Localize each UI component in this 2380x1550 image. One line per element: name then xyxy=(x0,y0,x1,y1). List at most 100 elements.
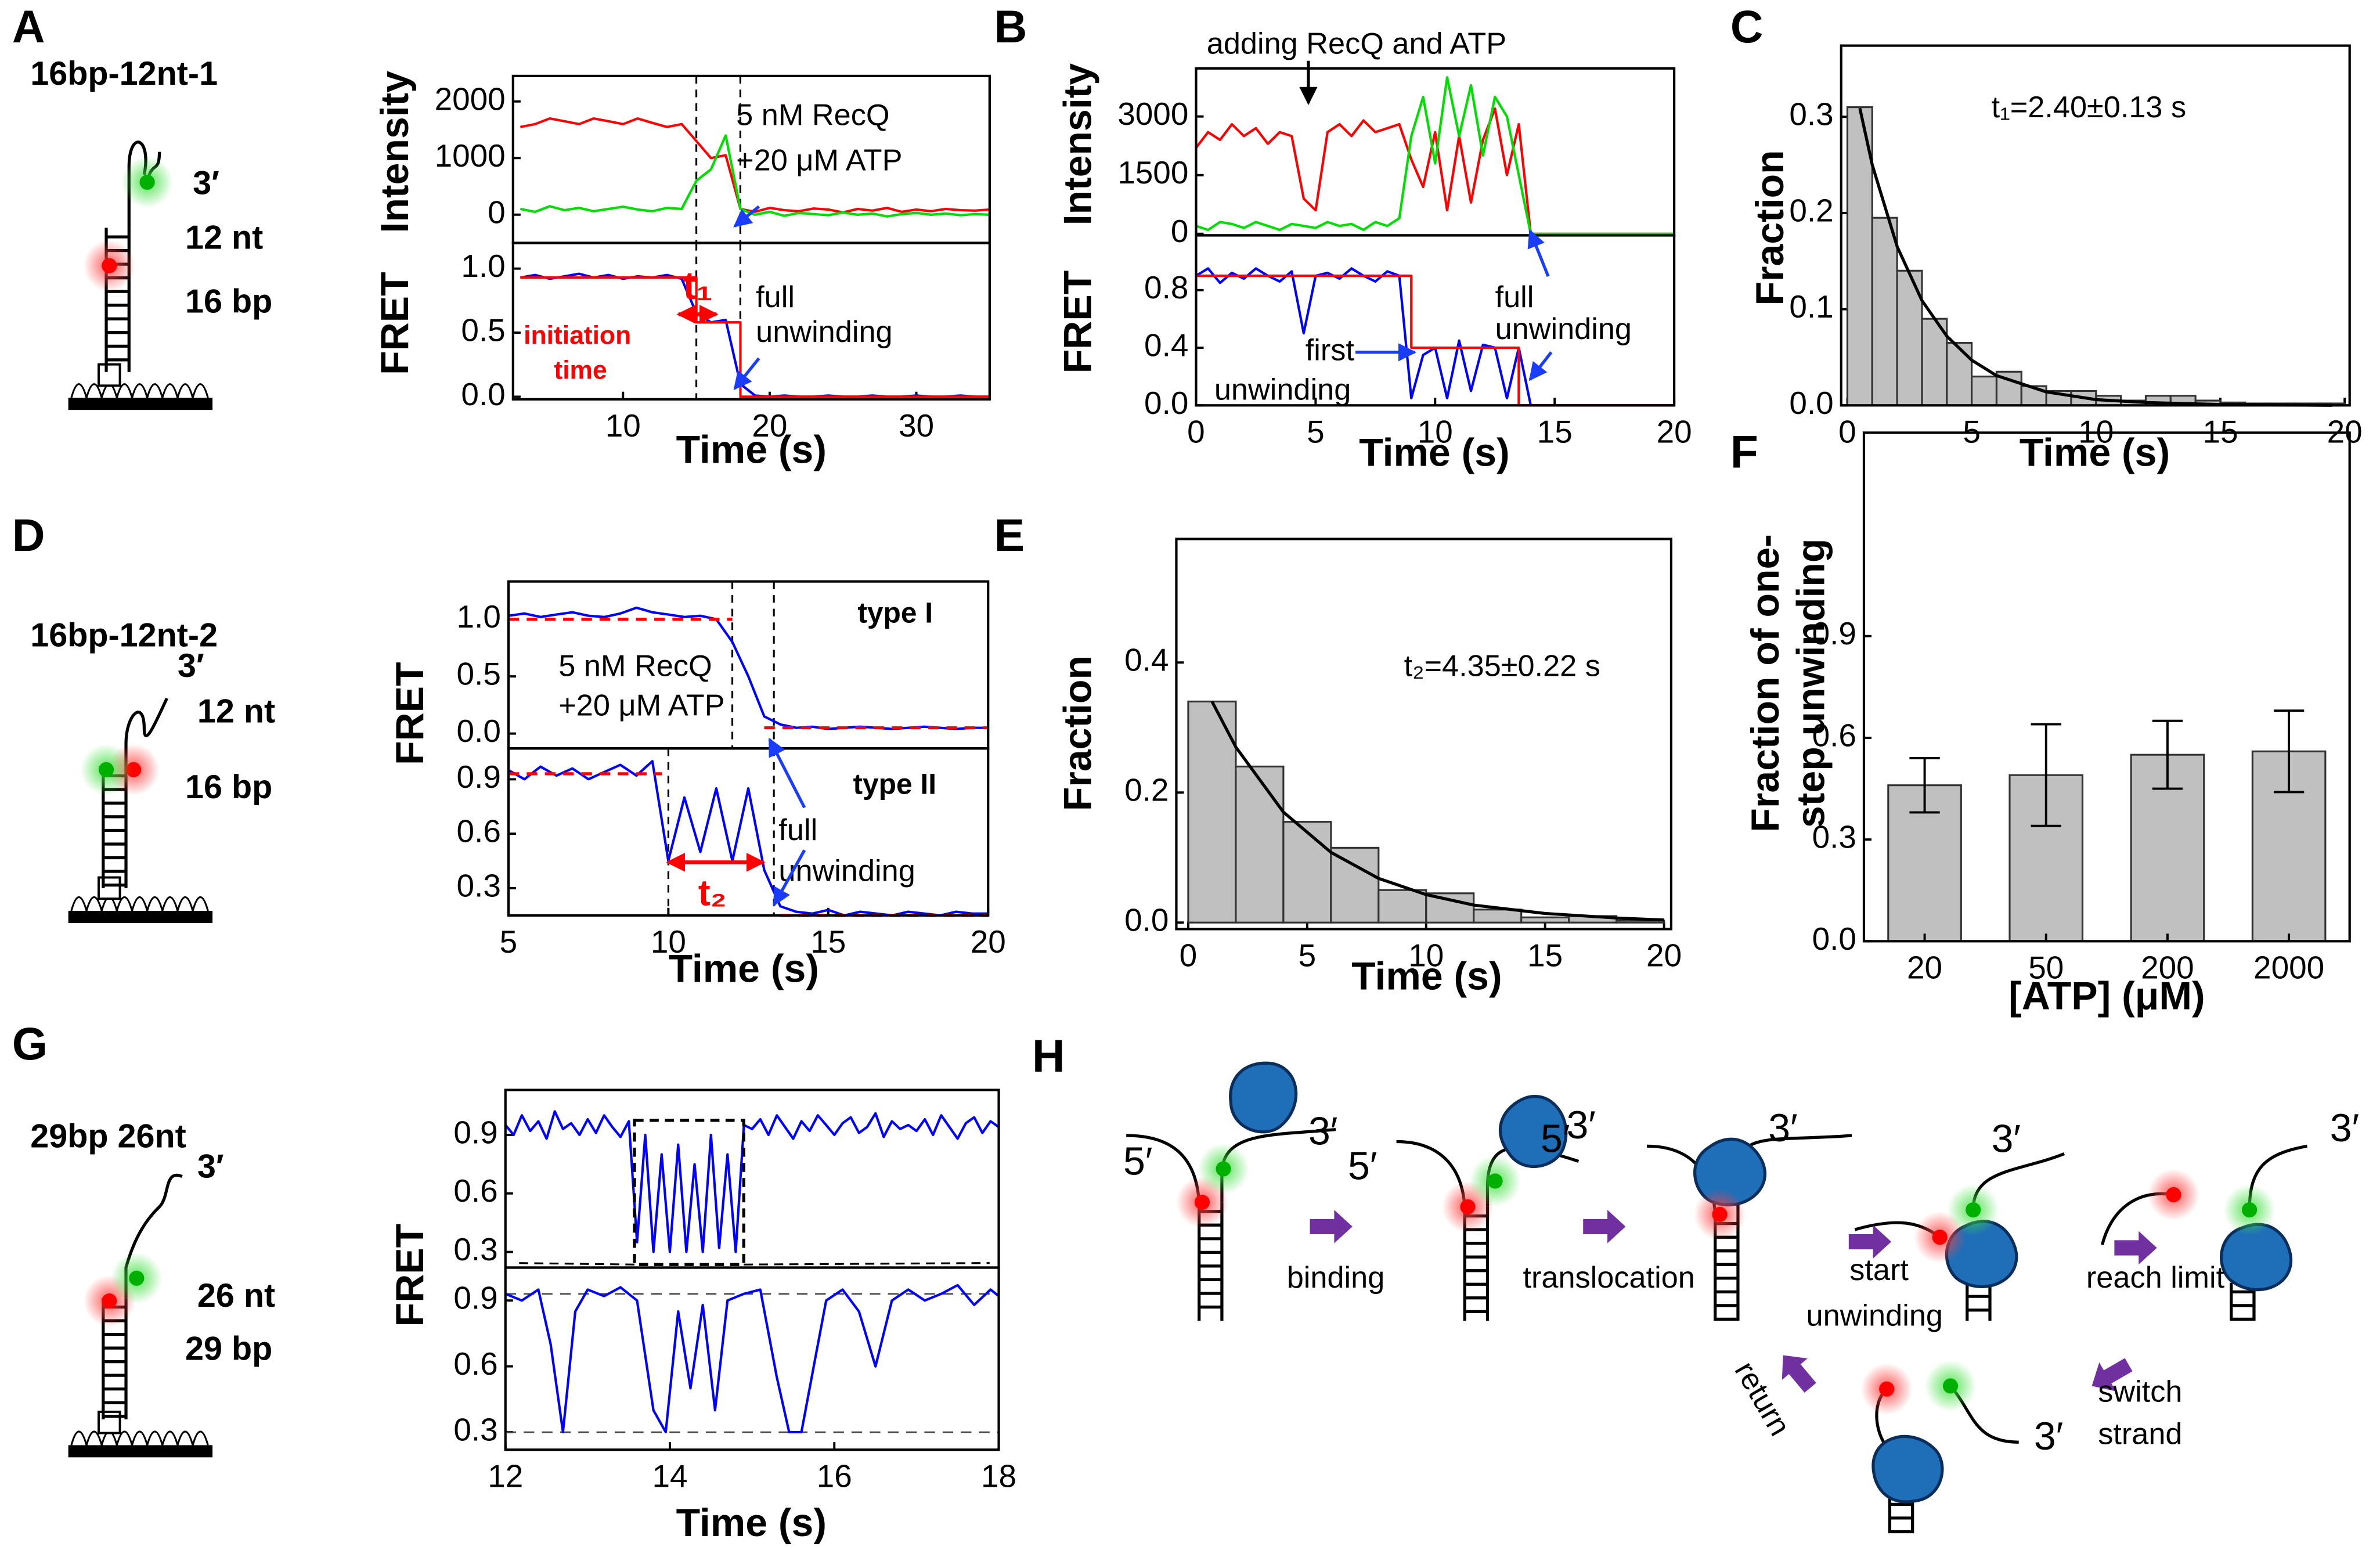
recq-helicase xyxy=(2220,1223,2293,1292)
overhang xyxy=(124,697,168,767)
x-tick-label: 5 xyxy=(1307,413,1325,449)
y-tick-label: 0.0 xyxy=(1789,385,1833,421)
fluor-dot xyxy=(1712,1206,1728,1223)
duplex xyxy=(2230,1282,2256,1321)
x-tick-label: 15 xyxy=(1527,938,1563,974)
plot-frame xyxy=(507,747,990,917)
zoom-box xyxy=(633,1119,745,1266)
y-tick-label: 3000 xyxy=(1117,96,1188,132)
histogram-bar xyxy=(1235,765,1285,924)
step-label: strand xyxy=(2098,1418,2182,1451)
surface xyxy=(68,398,213,410)
y-axis-label: Intensity xyxy=(1056,63,1100,226)
x-tick-label: 200 xyxy=(2141,950,2194,986)
annotation: unwinding xyxy=(1495,312,1632,346)
annotation: 5 nM RecQ xyxy=(558,649,712,683)
plot-frame xyxy=(1862,431,2351,943)
trace xyxy=(504,1110,1000,1253)
fluor-dot xyxy=(1487,1173,1503,1189)
pointer-arrow xyxy=(768,737,806,809)
x-tick-label: 20 xyxy=(752,408,787,444)
histogram-bar xyxy=(1377,889,1427,924)
y-tick-label: 0.6 xyxy=(453,1346,497,1382)
peg-brush xyxy=(70,896,209,914)
x-tick-label: 30 xyxy=(899,408,934,444)
annotation: type I xyxy=(857,596,933,629)
fluor-dot xyxy=(129,1270,145,1286)
annotation: initiation xyxy=(524,321,631,349)
y-tick-label: 1500 xyxy=(1117,154,1188,190)
y-tick-label: 0.4 xyxy=(1124,642,1169,678)
annotation: 5 nM RecQ xyxy=(736,98,889,132)
y-tick-label: 0.3 xyxy=(453,1231,497,1267)
step-label: translocation xyxy=(1523,1261,1694,1295)
error-bar xyxy=(2031,723,2061,827)
annotation: t₁=2.40±0.13 s xyxy=(1992,91,2187,124)
trace xyxy=(508,606,989,730)
y-tick-label: 0.8 xyxy=(1144,269,1188,305)
y-tick-label: 1.0 xyxy=(457,599,501,635)
trace xyxy=(520,276,990,398)
x-tick-label: 10 xyxy=(1408,938,1444,974)
histogram-bar xyxy=(1330,846,1380,924)
y-tick-label: 0.6 xyxy=(457,813,501,849)
y-axis-label: FRET xyxy=(373,272,417,374)
strand-end: 5′ xyxy=(1123,1140,1153,1184)
pointer-arrow xyxy=(773,849,806,907)
peg-brush xyxy=(70,1430,209,1449)
fluor-dot xyxy=(1460,1199,1476,1214)
y-tick-label: 0.1 xyxy=(1789,289,1833,325)
x-axis-label: [ATP] (μM) xyxy=(2008,974,2205,1018)
recq-helicase xyxy=(1871,1434,1944,1504)
y-tick-label: 0.0 xyxy=(1124,902,1169,938)
y-axis-label: FRET xyxy=(1056,271,1100,373)
x-tick-label: 2000 xyxy=(2253,950,2324,986)
x-tick-label: 5 xyxy=(500,924,518,960)
annotation: full xyxy=(778,813,817,847)
y-axis-label: FRET xyxy=(388,1224,432,1326)
y-axis-label: Fraction of one- xyxy=(1743,534,1787,832)
histogram-bar xyxy=(1871,217,1898,406)
x-tick-label: 0 xyxy=(1180,938,1198,974)
recq-helicase xyxy=(1693,1137,1766,1207)
schematic-title: 29bp 26nt xyxy=(30,1118,186,1155)
strand-end: 5′ xyxy=(1348,1144,1377,1188)
pointer-arrow xyxy=(733,205,760,228)
y-tick-label: 0 xyxy=(1171,213,1189,249)
y-axis-label: Intensity xyxy=(373,71,417,233)
histogram-bar xyxy=(1921,318,1948,406)
fluor-dot xyxy=(102,258,117,273)
annotation: unwinding xyxy=(756,315,892,349)
plot-frame xyxy=(1840,44,2351,407)
x-tick-label: 0 xyxy=(1838,413,1856,449)
y-tick-label: 0.3 xyxy=(1812,819,1856,855)
y-tick-label: 0.6 xyxy=(1812,717,1856,753)
histogram-bar xyxy=(1282,821,1332,924)
y-tick-label: 0.9 xyxy=(457,759,501,795)
y-tick-label: 0.9 xyxy=(1812,615,1856,651)
y-tick-label: 0.0 xyxy=(1812,921,1856,957)
annotation: unwinding xyxy=(778,854,915,888)
fluor-dot xyxy=(1194,1194,1210,1210)
annotation: full xyxy=(1495,280,1534,314)
plot-frame xyxy=(1195,234,1676,407)
zoom-line xyxy=(744,1262,990,1266)
x-tick-label: 16 xyxy=(817,1458,852,1494)
fluor-dot xyxy=(98,762,114,777)
step-label: start xyxy=(1849,1253,1909,1287)
histogram-bar xyxy=(1615,920,1665,924)
duplex-label: 29 bp xyxy=(185,1331,272,1368)
x-axis-label: Time (s) xyxy=(669,947,819,991)
x-axis-label: Time (s) xyxy=(676,1501,827,1545)
step-label: binding xyxy=(1287,1261,1385,1295)
strand-end: 3′ xyxy=(2034,1414,2064,1458)
strand-end: 3′ xyxy=(1992,1116,2021,1160)
trace xyxy=(507,760,989,917)
fit-curve xyxy=(1858,107,2332,407)
y-tick-label: 0.4 xyxy=(1144,327,1188,363)
y-tick-label: 0.0 xyxy=(461,376,505,412)
fluor-dot xyxy=(1966,1202,1981,1218)
annotation: +20 μM ATP xyxy=(558,689,724,722)
error-bar xyxy=(1909,757,1940,814)
